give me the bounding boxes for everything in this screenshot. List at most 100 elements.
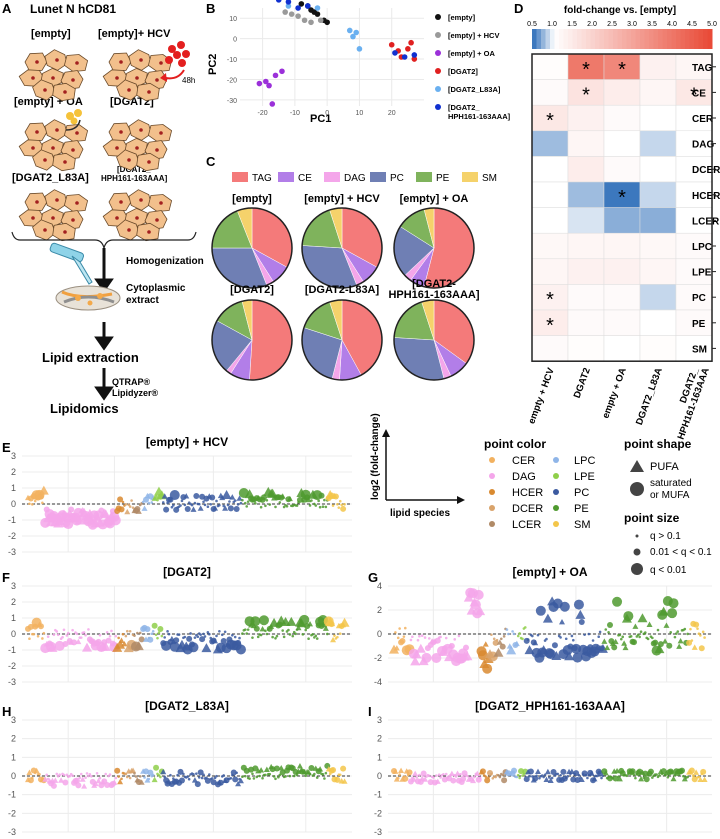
scatter-point-pufa bbox=[591, 775, 598, 782]
scatter-point bbox=[295, 773, 299, 777]
scatter-point-pufa bbox=[222, 505, 229, 511]
scatter-point bbox=[700, 768, 707, 775]
pca-point bbox=[408, 39, 414, 46]
cond-label-l83a: [DGAT2_L83A] bbox=[12, 172, 89, 184]
scatter-point bbox=[46, 635, 50, 638]
cell-nucleus bbox=[51, 216, 55, 220]
scatter-point-pufa bbox=[74, 515, 85, 525]
scatter-point bbox=[460, 775, 467, 782]
heatmap-cell bbox=[531, 53, 569, 80]
scatter-point bbox=[697, 775, 701, 779]
scatter-point bbox=[117, 636, 120, 640]
heatmap-frame bbox=[531, 53, 713, 362]
scatter-point-pufa bbox=[279, 493, 286, 499]
scatter-point bbox=[478, 776, 482, 780]
pca-legend-dot bbox=[435, 86, 441, 92]
panel-letter-b: B bbox=[206, 1, 215, 16]
heatmap-cell bbox=[639, 53, 677, 80]
scatter-point-pufa bbox=[506, 645, 517, 655]
heatmap-row-label: DAG bbox=[692, 140, 714, 151]
timepoint-label: 48h bbox=[182, 76, 195, 85]
scatter-point bbox=[183, 635, 187, 639]
scatter-point bbox=[42, 631, 46, 635]
scatter-point bbox=[206, 630, 210, 634]
scatter-point bbox=[282, 635, 286, 639]
scatter-point bbox=[689, 627, 692, 631]
scatter-point bbox=[511, 767, 517, 774]
scatter-title: [empty] + HCV bbox=[146, 435, 228, 449]
scatter-point bbox=[315, 637, 319, 640]
scatter-point bbox=[66, 631, 70, 635]
pca-point bbox=[353, 29, 360, 36]
scatter-point bbox=[133, 634, 136, 637]
scatter-point bbox=[200, 776, 204, 780]
heatmap-cell bbox=[603, 79, 641, 106]
scatter-point bbox=[643, 631, 647, 634]
scatter-point bbox=[228, 500, 231, 503]
scatter-point bbox=[177, 633, 181, 637]
scatter-ytick: -2 bbox=[8, 531, 16, 541]
pie-title: [DGAT2] bbox=[230, 284, 274, 296]
color-legend-label: DAG bbox=[512, 471, 536, 483]
scatter-point bbox=[502, 635, 506, 638]
scatter-point bbox=[204, 777, 211, 784]
oa-droplet-icon bbox=[66, 109, 82, 125]
scatter-point bbox=[243, 774, 247, 778]
scatter-point bbox=[423, 636, 427, 639]
scatter-point bbox=[151, 622, 158, 629]
scatter-point bbox=[418, 634, 421, 638]
scatter-point bbox=[470, 599, 481, 610]
panel-letter-a: A bbox=[2, 1, 12, 16]
scatter-point-pufa bbox=[47, 642, 58, 652]
scatter-point-pufa bbox=[286, 616, 297, 626]
cell-nucleus bbox=[71, 78, 75, 82]
scatter-ytick: -2 bbox=[374, 808, 382, 818]
scatter-point-pufa bbox=[658, 606, 669, 616]
scatter-point-pufa bbox=[236, 495, 243, 501]
heatmap-scale-step bbox=[649, 29, 654, 49]
scatter-point bbox=[82, 631, 86, 634]
cell-nucleus bbox=[127, 228, 131, 232]
scatter-point bbox=[528, 775, 531, 778]
heatmap-scale-step bbox=[676, 29, 681, 49]
cell-nucleus bbox=[31, 76, 35, 80]
heatmap-scale-tick: 4.5 bbox=[687, 21, 697, 28]
scatter-point bbox=[584, 773, 588, 777]
scatter-point bbox=[151, 773, 155, 777]
scatter-point bbox=[38, 773, 41, 776]
cell-nucleus bbox=[139, 128, 143, 132]
scatter-point-pufa bbox=[92, 780, 99, 787]
heatmap-star: * bbox=[618, 187, 626, 209]
scatter-point bbox=[252, 765, 259, 772]
scatter-point bbox=[531, 634, 534, 638]
scatter-point bbox=[331, 504, 335, 507]
scatter-point-pufa bbox=[691, 644, 698, 650]
legend-color-title: point color bbox=[484, 437, 546, 451]
scatter-point bbox=[515, 775, 519, 779]
scatter-point bbox=[108, 634, 112, 638]
scatter-point bbox=[54, 640, 65, 651]
scatter-point-pufa bbox=[296, 763, 303, 769]
heatmap-scale-step bbox=[644, 29, 650, 49]
scatter-point bbox=[411, 635, 414, 639]
scatter-point bbox=[304, 628, 308, 632]
heatmap-scale-step bbox=[608, 29, 614, 49]
pca-legend-label: [DGAT2_ bbox=[448, 103, 480, 112]
scatter-point bbox=[526, 638, 530, 641]
scatter-point bbox=[233, 499, 237, 502]
cell-nucleus bbox=[115, 216, 119, 220]
scatter-point bbox=[41, 637, 44, 640]
scatter-point bbox=[95, 772, 99, 775]
scatter-point-pufa bbox=[33, 767, 40, 774]
legend-sat-2: or MUFA bbox=[650, 490, 690, 501]
scatter-point bbox=[147, 777, 151, 781]
pie-legend-label: TAG bbox=[252, 173, 272, 184]
color-legend-dot bbox=[489, 457, 495, 463]
legend-axis-x: lipid species bbox=[390, 508, 450, 519]
scatter-point bbox=[256, 635, 260, 639]
scatter-point bbox=[310, 499, 313, 502]
legend-size-3: q < 0.01 bbox=[650, 565, 687, 576]
scatter-point bbox=[516, 773, 520, 777]
scatter-point bbox=[570, 634, 574, 638]
heatmap-star: * bbox=[582, 84, 590, 106]
